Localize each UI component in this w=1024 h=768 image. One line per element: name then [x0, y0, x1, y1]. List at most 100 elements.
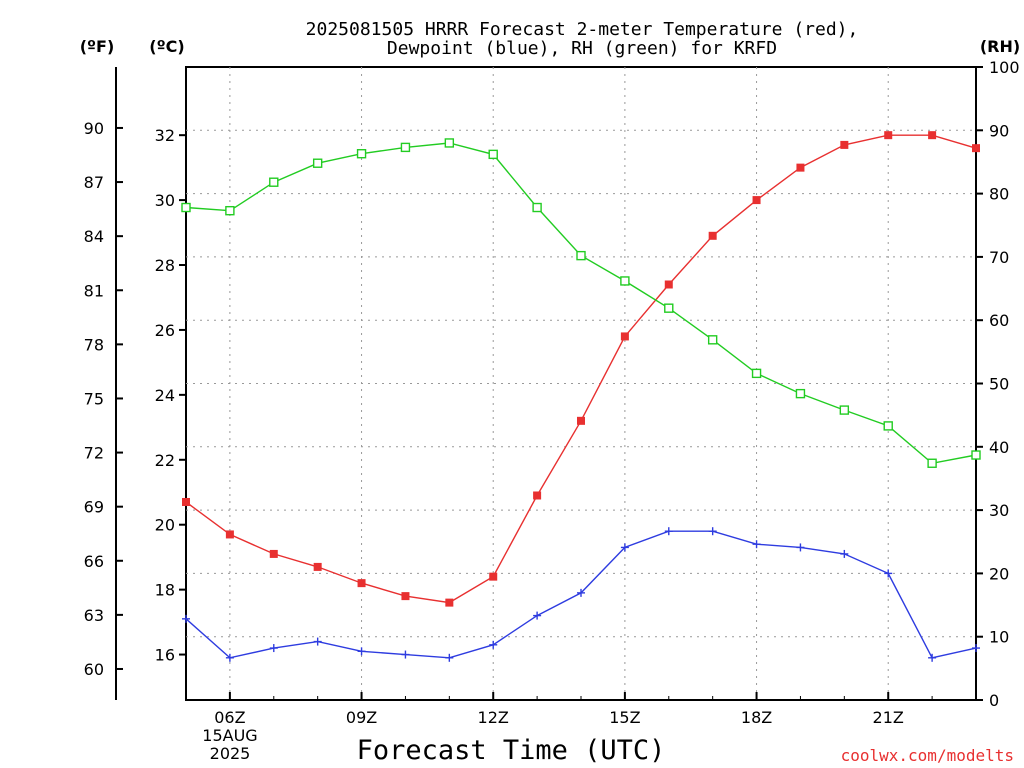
dewpoint-point [664, 527, 673, 536]
rh-point [444, 138, 455, 148]
x-axis-title: Forecast Time (UTC) [357, 735, 666, 766]
rh-point [225, 205, 235, 216]
temperature-point [884, 131, 893, 140]
chart-title-line-2: Dewpoint (blue), RH (green) for KRFD [387, 38, 777, 59]
x-tick-label: 12Z [478, 708, 509, 727]
fahrenheit-tick-label: 81 [84, 281, 104, 300]
temperature-point [401, 592, 410, 601]
temperature-point [708, 231, 717, 240]
temperature-point [533, 491, 542, 500]
celsius-tick-label: 16 [155, 646, 175, 665]
celsius-tick-label: 32 [155, 126, 175, 145]
dewpoint-point [357, 647, 366, 656]
fahrenheit-tick-label: 87 [84, 173, 104, 192]
temperature-point [796, 163, 805, 172]
axis-ticks: 06Z 09Z 12Z 15Z 18Z 21Z1009080706050403020100… [84, 58, 1020, 727]
rh-tick-label: 60 [989, 311, 1009, 330]
dewpoint-point [577, 588, 585, 597]
rh-point [707, 335, 718, 345]
watermark-link[interactable]: coolwx.com/modelts [841, 746, 1014, 765]
dewpoint-point [708, 527, 717, 536]
temperature-point [357, 579, 366, 588]
rh-point [488, 149, 498, 160]
dewpoint-point [445, 653, 454, 662]
fahrenheit-tick-label: 69 [84, 498, 104, 517]
x-tick-label: 21Z [873, 708, 904, 727]
chart-title-line-1: 2025081505 HRRR Forecast 2-meter Tempera… [306, 19, 859, 40]
rh-point [576, 250, 586, 261]
rh-point [927, 458, 937, 468]
dewpoint-point [620, 543, 629, 552]
dewpoint-point [928, 653, 937, 662]
temperature-point [489, 572, 498, 581]
rh-tick-label: 100 [989, 58, 1020, 77]
rh-point [532, 202, 542, 213]
temperature-line [185, 134, 977, 604]
rh-point [269, 177, 279, 187]
celsius-tick-label: 26 [155, 321, 175, 340]
rh-line [185, 142, 977, 465]
x-date-label-year: 2025 [210, 744, 251, 763]
fahrenheit-tick-label: 63 [84, 606, 104, 625]
celsius-tick-label: 28 [155, 256, 175, 275]
x-tick-label: 09Z [346, 708, 377, 727]
dewpoint-point [182, 614, 190, 623]
dewpoint-point [752, 540, 761, 549]
rh-tick-label: 90 [989, 121, 1009, 140]
rh-tick-label: 70 [989, 248, 1009, 267]
rh-tick-label: 10 [989, 628, 1009, 647]
rh-point [620, 276, 630, 286]
rh-point [181, 202, 191, 213]
temperature-point [577, 416, 585, 425]
dewpoint-point [489, 640, 498, 649]
rh-tick-label: 40 [989, 438, 1009, 457]
rh-point [751, 368, 762, 379]
dewpoint-point [313, 637, 322, 646]
dewpoint-point [269, 644, 278, 653]
temperature-point [928, 131, 937, 140]
fahrenheit-tick-label: 75 [84, 389, 104, 408]
x-tick-label: 18Z [741, 708, 772, 727]
fahrenheit-tick-label: 60 [84, 660, 104, 679]
temperature-point [445, 598, 454, 607]
temperature-point [664, 280, 673, 289]
rh-point [664, 303, 674, 313]
temperature-point [972, 144, 980, 153]
rh-tick-label: 30 [989, 501, 1009, 520]
fahrenheit-tick-label: 78 [84, 335, 104, 354]
celsius-tick-label: 18 [155, 581, 175, 600]
rh-point [400, 142, 411, 153]
dewpoint-point [840, 549, 849, 558]
rh-point [883, 421, 893, 431]
temperature-point [313, 562, 322, 571]
dewpoint-point [533, 611, 542, 620]
grid-lines [186, 67, 976, 700]
celsius-tick-label: 30 [155, 191, 175, 210]
dewpoint-point [401, 650, 410, 659]
dewpoint-point [884, 569, 893, 578]
rh-tick-label: 20 [989, 564, 1009, 583]
rh-tick-label: 50 [989, 375, 1009, 394]
rh-point [356, 149, 367, 159]
fahrenheit-tick-label: 90 [84, 119, 104, 138]
celsius-tick-label: 24 [155, 386, 175, 405]
temperature-point [182, 497, 190, 506]
dewpoint-point [225, 653, 234, 662]
fahrenheit-axis-label: (ºF) [80, 37, 115, 56]
rh-tick-label: 80 [989, 185, 1009, 204]
temperature-point [225, 530, 234, 539]
temperature-point [269, 549, 278, 558]
fahrenheit-tick-label: 84 [84, 227, 104, 246]
rh-point [312, 158, 323, 168]
fahrenheit-tick-label: 72 [84, 444, 104, 463]
rh-tick-label: 0 [989, 691, 999, 710]
dewpoint-point [796, 543, 805, 552]
x-date-label-day: 15AUG [202, 726, 257, 745]
rh-axis-label: (RH) [980, 37, 1020, 56]
temperature-point [620, 332, 629, 341]
temperature-point [840, 140, 849, 149]
rh-point [971, 450, 981, 460]
celsius-tick-label: 20 [155, 516, 175, 535]
plot-area [185, 66, 977, 701]
